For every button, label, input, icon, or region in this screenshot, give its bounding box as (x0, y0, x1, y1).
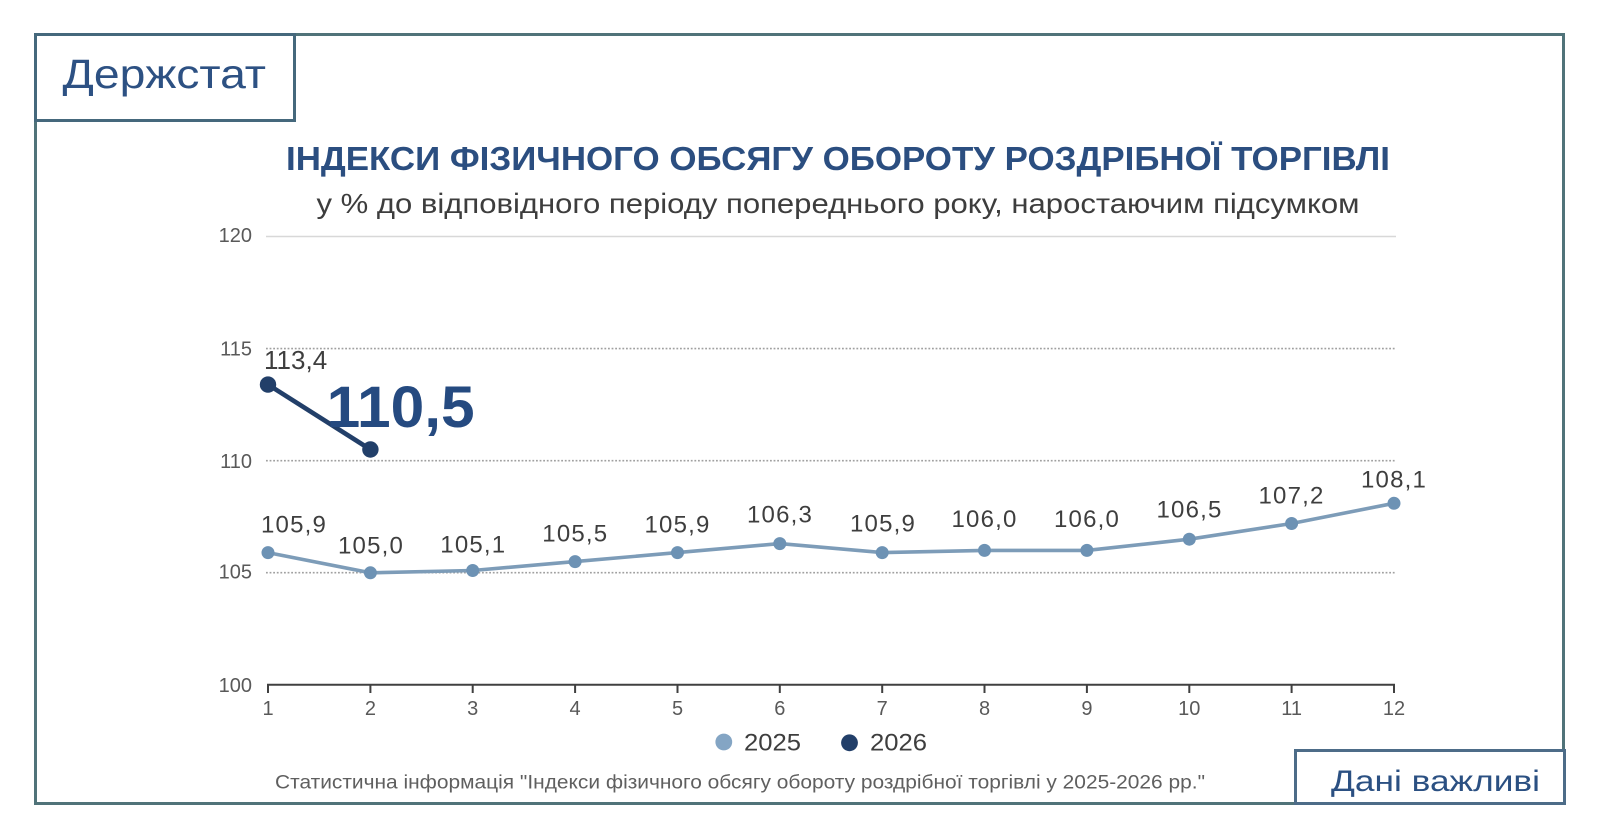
svg-text:2026: 2026 (870, 730, 927, 757)
svg-text:12: 12 (1383, 698, 1405, 720)
svg-text:105,1: 105,1 (440, 532, 506, 559)
svg-text:105: 105 (219, 562, 252, 584)
svg-text:8: 8 (979, 698, 990, 720)
svg-text:ІНДЕКСИ ФІЗИЧНОГО ОБСЯГУ ОБОРО: ІНДЕКСИ ФІЗИЧНОГО ОБСЯГУ ОБОРОТУ РОЗДРІБ… (286, 140, 1390, 177)
svg-text:4: 4 (570, 698, 581, 720)
svg-text:7: 7 (877, 698, 888, 720)
svg-text:110,5: 110,5 (327, 375, 475, 440)
svg-text:1: 1 (262, 698, 273, 720)
svg-text:9: 9 (1081, 698, 1092, 720)
svg-text:105,9: 105,9 (850, 511, 916, 538)
svg-text:2025: 2025 (744, 730, 801, 757)
svg-text:у % до відповідного періоду по: у % до відповідного періоду попереднього… (317, 188, 1360, 219)
svg-text:115: 115 (220, 339, 252, 361)
svg-text:105,9: 105,9 (644, 512, 710, 539)
svg-text:6: 6 (774, 698, 785, 720)
svg-text:106,3: 106,3 (747, 502, 813, 529)
svg-text:Держстат: Держстат (63, 51, 267, 97)
svg-text:10: 10 (1178, 698, 1200, 720)
svg-text:5: 5 (672, 698, 683, 720)
svg-text:113,4: 113,4 (264, 345, 327, 375)
svg-text:105,5: 105,5 (542, 521, 608, 548)
svg-text:110: 110 (220, 451, 252, 473)
svg-text:107,2: 107,2 (1258, 483, 1324, 510)
svg-text:Дані важливі: Дані важливі (1331, 765, 1540, 798)
svg-text:105,0: 105,0 (338, 533, 404, 560)
svg-text:106,0: 106,0 (1054, 506, 1120, 533)
svg-text:120: 120 (219, 225, 252, 247)
svg-text:106,0: 106,0 (951, 506, 1017, 533)
svg-text:105,9: 105,9 (261, 512, 327, 539)
svg-text:2: 2 (365, 698, 376, 720)
svg-text:11: 11 (1281, 698, 1302, 720)
svg-text:100: 100 (219, 675, 252, 697)
svg-text:Статистична інформація "Індекс: Статистична інформація "Індекси фізичног… (275, 773, 1205, 794)
svg-text:3: 3 (467, 698, 478, 720)
svg-text:108,1: 108,1 (1361, 467, 1427, 494)
svg-text:106,5: 106,5 (1156, 497, 1222, 524)
